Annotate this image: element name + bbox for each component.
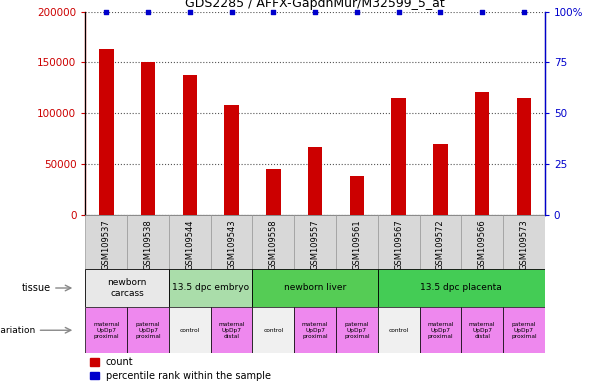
Text: maternal
UpDp7
distal: maternal UpDp7 distal: [219, 322, 245, 339]
Bar: [90, 372, 99, 379]
Bar: [183, 74, 197, 215]
Bar: [391, 98, 406, 215]
Bar: [253, 269, 378, 307]
Bar: [211, 215, 253, 269]
Bar: [169, 269, 253, 307]
Text: count: count: [106, 357, 134, 367]
Bar: [475, 92, 489, 215]
Point: [519, 8, 529, 15]
Bar: [378, 269, 545, 307]
Bar: [127, 215, 169, 269]
Point: [310, 8, 320, 15]
Text: paternal
UpDp7
proximal: paternal UpDp7 proximal: [135, 322, 161, 339]
Text: paternal
UpDp7
proximal: paternal UpDp7 proximal: [511, 322, 537, 339]
Bar: [503, 307, 545, 353]
Bar: [224, 105, 239, 215]
Text: GSM109538: GSM109538: [144, 219, 153, 270]
Text: GSM109543: GSM109543: [227, 219, 236, 270]
Bar: [85, 215, 127, 269]
Bar: [90, 358, 99, 366]
Bar: [85, 269, 169, 307]
Bar: [378, 307, 419, 353]
Text: maternal
UpDp7
distal: maternal UpDp7 distal: [469, 322, 495, 339]
Point: [352, 8, 362, 15]
Bar: [85, 307, 127, 353]
Text: GSM109557: GSM109557: [310, 219, 320, 270]
Text: maternal
UpDp7
proximal: maternal UpDp7 proximal: [427, 322, 454, 339]
Bar: [461, 307, 503, 353]
Bar: [294, 307, 336, 353]
Text: maternal
UpDp7
proximal: maternal UpDp7 proximal: [93, 322, 120, 339]
Bar: [336, 307, 378, 353]
Bar: [141, 62, 155, 215]
Text: GSM109544: GSM109544: [186, 219, 194, 270]
Bar: [99, 49, 114, 215]
Text: paternal
UpDp7
proximal: paternal UpDp7 proximal: [344, 322, 370, 339]
Bar: [127, 307, 169, 353]
Text: GSM109558: GSM109558: [269, 219, 278, 270]
Bar: [169, 307, 211, 353]
Bar: [419, 215, 461, 269]
Bar: [336, 215, 378, 269]
Text: maternal
UpDp7
proximal: maternal UpDp7 proximal: [302, 322, 328, 339]
Text: control: control: [180, 328, 200, 333]
Bar: [266, 169, 280, 215]
Text: control: control: [263, 328, 283, 333]
Bar: [419, 307, 461, 353]
Bar: [211, 307, 253, 353]
Text: GSM109573: GSM109573: [519, 219, 528, 270]
Text: newborn
carcass: newborn carcass: [107, 278, 147, 298]
Point: [101, 8, 111, 15]
Text: GSM109566: GSM109566: [478, 219, 487, 270]
Text: control: control: [389, 328, 409, 333]
Text: GSM109572: GSM109572: [436, 219, 445, 270]
Text: genotype/variation: genotype/variation: [0, 326, 36, 335]
Bar: [461, 215, 503, 269]
Text: GSM109567: GSM109567: [394, 219, 403, 270]
Bar: [308, 147, 322, 215]
Point: [394, 8, 403, 15]
Title: GDS2285 / AFFX-GapdhMur/M32599_5_at: GDS2285 / AFFX-GapdhMur/M32599_5_at: [185, 0, 445, 10]
Bar: [294, 215, 336, 269]
Point: [227, 8, 236, 15]
Bar: [169, 215, 211, 269]
Bar: [350, 176, 364, 215]
Bar: [253, 307, 294, 353]
Point: [269, 8, 278, 15]
Bar: [517, 98, 531, 215]
Text: GSM109537: GSM109537: [102, 219, 111, 270]
Point: [478, 8, 487, 15]
Text: tissue: tissue: [22, 283, 51, 293]
Text: newborn liver: newborn liver: [284, 283, 346, 293]
Bar: [253, 215, 294, 269]
Text: 13.5 dpc placenta: 13.5 dpc placenta: [421, 283, 502, 293]
Bar: [378, 215, 419, 269]
Text: 13.5 dpc embryo: 13.5 dpc embryo: [172, 283, 249, 293]
Text: percentile rank within the sample: percentile rank within the sample: [106, 371, 271, 381]
Point: [143, 8, 153, 15]
Text: GSM109561: GSM109561: [352, 219, 362, 270]
Point: [185, 8, 194, 15]
Point: [436, 8, 445, 15]
Bar: [503, 215, 545, 269]
Bar: [433, 144, 448, 215]
